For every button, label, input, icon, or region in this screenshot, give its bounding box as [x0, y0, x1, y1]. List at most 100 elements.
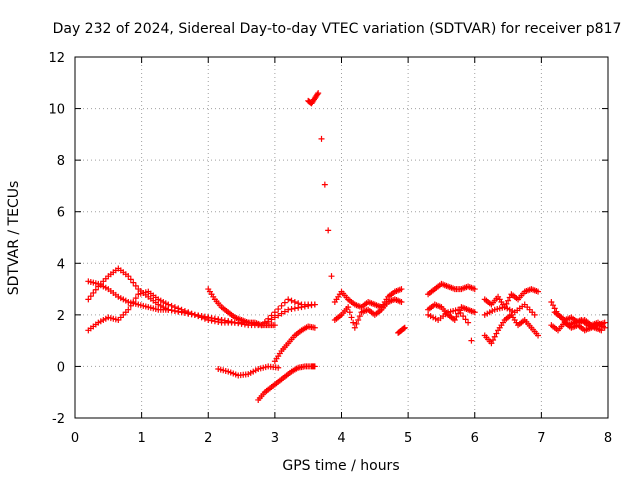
- data-point-plus-marker: [165, 301, 172, 308]
- data-point-plus-marker: [271, 309, 278, 316]
- data-point-plus-marker: [171, 307, 178, 314]
- data-point-plus-marker: [281, 308, 288, 315]
- series-track-c: [85, 278, 238, 326]
- series-track-d: [205, 286, 278, 329]
- data-point-plus-marker: [205, 314, 212, 321]
- data-point-plus-marker: [195, 312, 202, 319]
- data-point-plus-marker: [311, 324, 318, 331]
- data-point-plus-marker: [535, 288, 542, 295]
- data-point-plus-marker: [90, 289, 97, 296]
- data-point-plus-marker: [275, 312, 282, 319]
- data-point-plus-marker: [506, 294, 513, 301]
- data-point-plus-marker: [353, 320, 360, 327]
- data-point-plus-marker: [455, 306, 462, 313]
- data-point-plus-marker: [398, 286, 405, 293]
- data-point-plus-marker: [181, 309, 188, 316]
- data-point-plus-marker: [165, 306, 172, 313]
- data-point-plus-marker: [125, 306, 132, 313]
- series-track-g: [271, 323, 318, 365]
- data-point-plus-marker: [488, 340, 495, 347]
- series-track-l: [425, 301, 478, 324]
- data-point-plus-marker: [398, 298, 405, 305]
- x-tick-label: 8: [604, 431, 612, 446]
- data-point-plus-marker: [471, 286, 478, 293]
- data-point-plus-marker: [321, 181, 328, 188]
- data-point-plus-marker: [346, 309, 353, 316]
- y-tick-label: 0: [57, 360, 65, 375]
- data-point-plus-marker: [268, 316, 275, 323]
- series-track-h: [331, 286, 405, 311]
- data-point-plus-marker: [325, 227, 332, 234]
- y-tick-label: 12: [48, 51, 65, 66]
- data-point-plus-marker: [457, 309, 464, 316]
- data-point-plus-marker: [465, 319, 472, 326]
- data-point-plus-marker: [490, 336, 497, 343]
- data-point-plus-marker: [201, 313, 208, 320]
- x-tick-label: 7: [537, 431, 545, 446]
- data-point-plus-marker: [211, 315, 218, 322]
- data-point-plus-marker: [311, 301, 318, 308]
- y-tick-label: 6: [57, 206, 65, 221]
- data-point-plus-marker: [308, 302, 315, 309]
- x-tick-label: 4: [337, 431, 345, 446]
- series-track-m: [425, 306, 472, 326]
- series-isolated: [468, 337, 475, 344]
- data-point-plus-marker: [305, 302, 312, 309]
- data-point-plus-marker: [505, 297, 512, 304]
- data-point-plus-marker: [92, 286, 99, 293]
- data-point-plus-marker: [460, 313, 467, 320]
- data-point-plus-marker: [225, 318, 232, 325]
- series-track-o: [481, 311, 542, 347]
- series-track-s: [551, 309, 605, 334]
- data-point-plus-marker: [493, 330, 500, 337]
- data-point-plus-marker: [185, 310, 192, 317]
- x-tick-label: 2: [204, 431, 212, 446]
- data-point-plus-marker: [288, 306, 295, 313]
- data-point-plus-marker: [311, 363, 318, 370]
- series-track-j: [395, 324, 408, 336]
- series-track-p: [481, 301, 538, 318]
- x-tick-label: 1: [137, 431, 145, 446]
- data-point-plus-marker: [285, 296, 292, 303]
- data-point-plus-marker: [125, 273, 132, 280]
- data-point-plus-marker: [198, 313, 205, 320]
- data-point-plus-marker: [348, 314, 355, 321]
- data-point-plus-marker: [281, 299, 288, 306]
- data-point-plus-marker: [345, 304, 352, 311]
- x-tick-label: 5: [404, 431, 412, 446]
- data-point-plus-marker: [351, 324, 358, 331]
- data-point-plus-marker: [191, 311, 198, 318]
- data-point-plus-marker: [535, 332, 542, 339]
- data-point-plus-marker: [503, 300, 510, 307]
- data-point-plus-marker: [275, 306, 282, 313]
- data-point-plus-marker: [301, 303, 308, 310]
- data-point-plus-marker: [453, 313, 460, 320]
- data-point-plus-marker: [350, 319, 357, 326]
- data-point-plus-marker: [291, 298, 298, 305]
- y-tick-label: -2: [52, 412, 65, 427]
- y-axis-title: SDTVAR / TECUs: [6, 181, 22, 296]
- grid-lines: [75, 57, 608, 418]
- y-tick-label: 8: [57, 154, 65, 169]
- data-point-plus-marker: [298, 304, 305, 311]
- series-track-b: [85, 288, 318, 334]
- x-tick-label: 3: [271, 431, 279, 446]
- data-point-plus-marker: [400, 325, 407, 332]
- data-point-plus-marker: [355, 317, 362, 324]
- data-points: [85, 90, 608, 403]
- data-point-plus-marker: [127, 276, 134, 283]
- data-point-plus-marker: [175, 308, 182, 315]
- data-point-plus-marker: [462, 316, 469, 323]
- y-tick-label: 4: [57, 257, 65, 272]
- series-track-i: [331, 296, 405, 331]
- data-point-plus-marker: [491, 333, 498, 340]
- data-point-plus-marker: [208, 315, 215, 322]
- series-track-k: [425, 280, 478, 298]
- data-point-plus-marker: [87, 293, 94, 300]
- data-point-plus-marker: [468, 337, 475, 344]
- data-point-plus-marker: [271, 314, 278, 321]
- data-point-plus-marker: [278, 302, 285, 309]
- data-point-plus-marker: [275, 364, 282, 371]
